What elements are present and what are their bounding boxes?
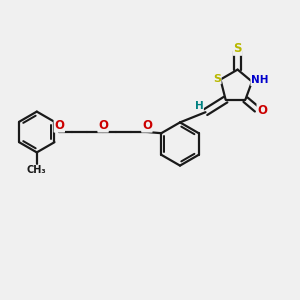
Text: NH: NH xyxy=(251,75,268,85)
Text: O: O xyxy=(98,119,108,132)
Text: O: O xyxy=(257,104,267,117)
Text: CH₃: CH₃ xyxy=(27,165,46,176)
Text: H: H xyxy=(194,100,203,111)
Text: O: O xyxy=(54,119,64,132)
Text: O: O xyxy=(142,119,152,132)
Text: S: S xyxy=(233,42,242,55)
Text: S: S xyxy=(213,74,221,84)
